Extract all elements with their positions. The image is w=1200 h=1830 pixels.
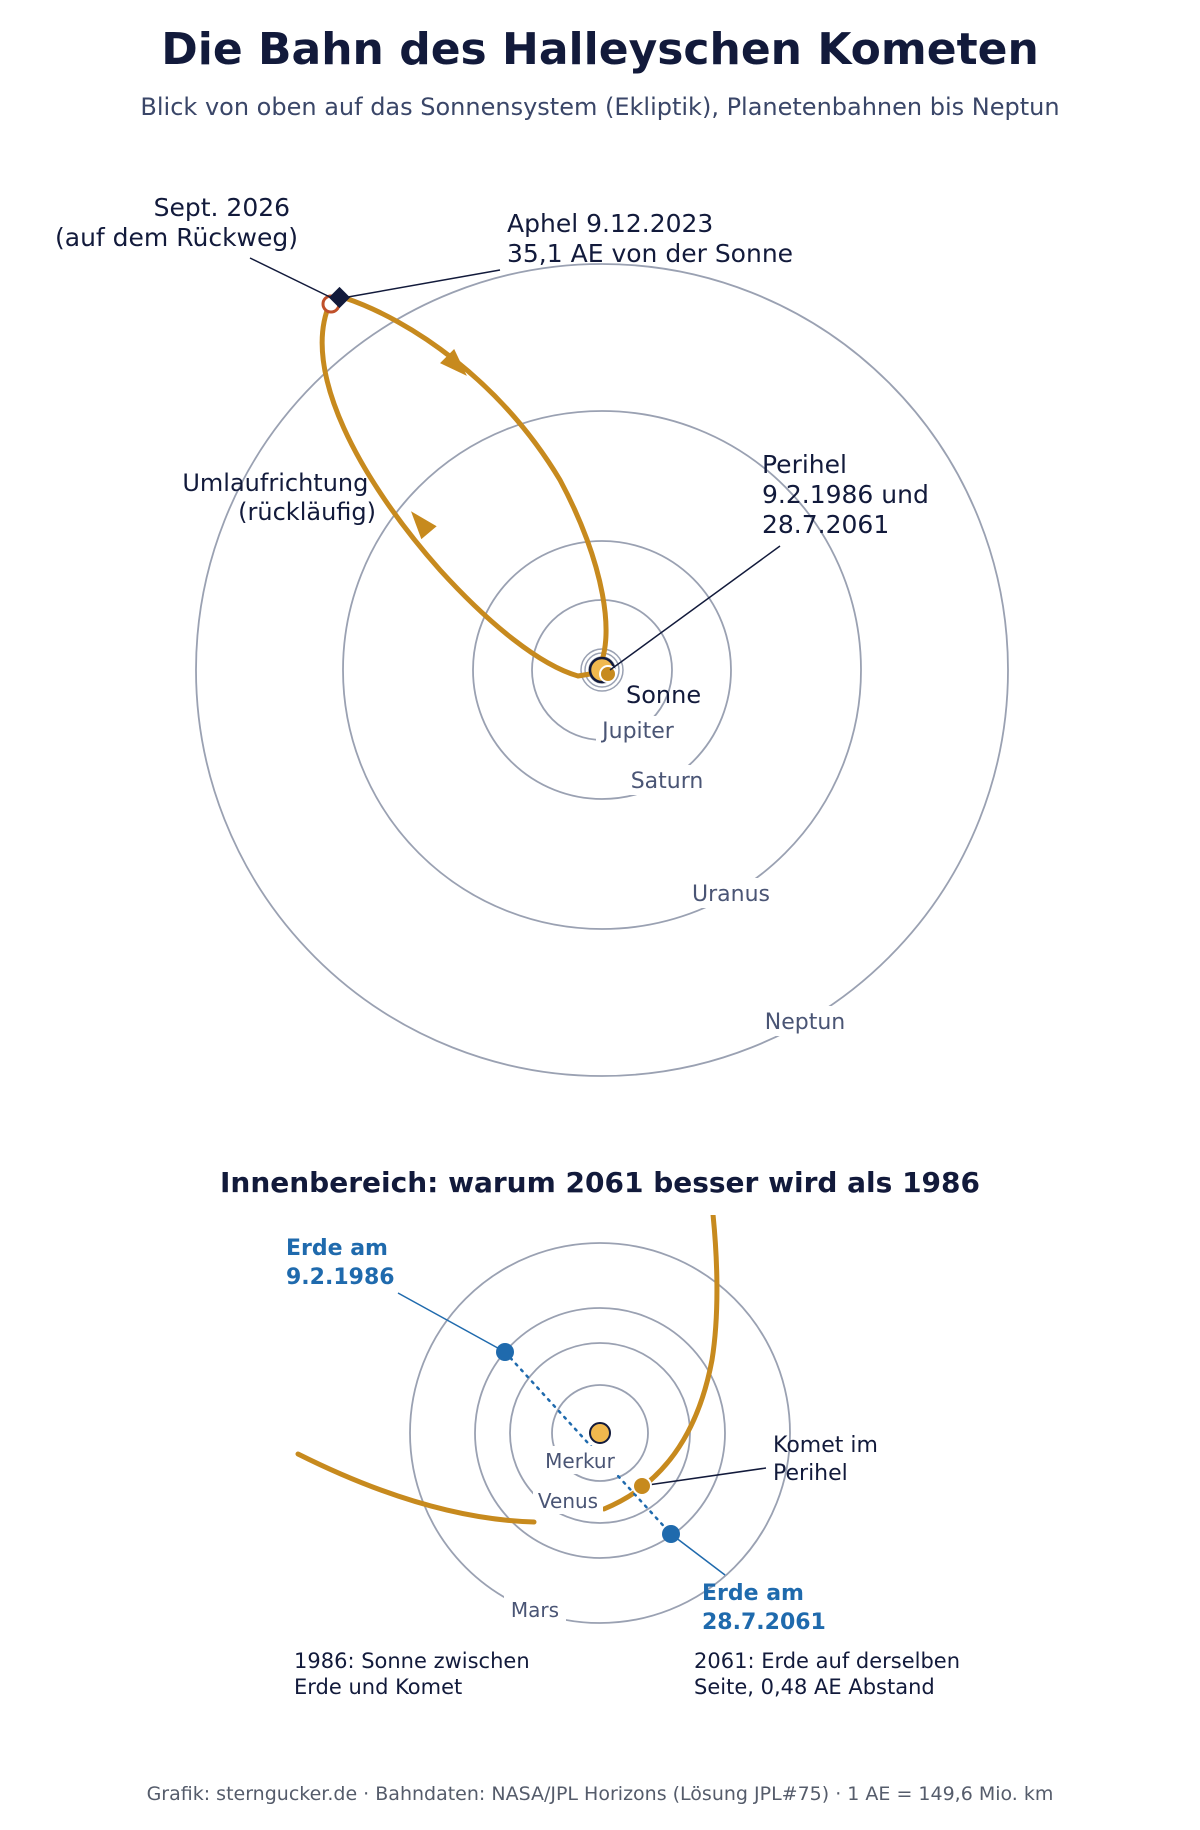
direction-label-line1: Umlaufrichtung [182,469,368,497]
planet-label-uranus: Uranus [692,882,770,907]
inner-comet-leader-line [640,1467,767,1487]
sept-label-line1: Sept. 2026 [154,193,290,222]
aphel-label: Aphel 9.12.2023 35,1 AE von der Sonne [507,209,793,268]
earth-1986-leader-line [397,1292,506,1353]
inner-comet-orbit-left [295,1451,537,1525]
inner-diagram: Merkur Venus Mars Erde am 9.2.1986 Erde … [286,1215,967,1699]
earth-2061-label: Erde am 28.7.2061 [702,1581,826,1635]
label-halo-saturn [624,765,710,795]
note-2061-line1: 2061: Erde auf derselben [694,1649,960,1673]
sept-leader-line [249,257,335,300]
perihel-label-line2: 9.2.1986 und [762,480,929,509]
outer-diagram: Jupiter Saturn Uranus Neptun Sonne Sept.… [55,193,1009,1077]
note-2061: 2061: Erde auf derselben Seite, 0,48 AE … [694,1649,967,1699]
direction-label: Umlaufrichtung (rückläufig) [182,469,376,526]
earth-1986-label-line1: Erde am [286,1236,388,1261]
earth-2061-leader-line [670,1533,726,1576]
label-halo-neptun [756,1006,856,1036]
footer-credit: Grafik: sterngucker.de · Bahndaten: NASA… [147,1783,1054,1805]
earth-1986-label-line2: 9.2.1986 [286,1265,395,1290]
sept-label-line2: (auf dem Rückweg) [55,223,298,252]
aphel-label-line1: Aphel 9.12.2023 [507,209,713,238]
earth-2061-label-line1: Erde am [702,1581,804,1606]
inner-planet-label-mars: Mars [511,1598,559,1622]
sept-2026-label: Sept. 2026 (auf dem Rückweg) [55,193,298,252]
note-1986-line1: 1986: Sonne zwischen [294,1649,530,1673]
sun-label: Sonne [626,681,701,709]
outer-orbit-rings [195,263,1009,1077]
inner-comet-marker [632,1476,652,1496]
direction-arrow-lower [411,511,437,540]
planet-label-neptun: Neptun [765,1010,845,1035]
aphel-label-line2: 35,1 AE von der Sonne [507,239,793,268]
label-halo-uranus [684,878,780,908]
perihel-label-line3: 28.7.2061 [762,510,889,539]
orbit-saturn [472,540,732,800]
direction-arrow-upper [440,349,467,376]
aphel-leader-line [347,269,501,298]
planet-label-jupiter: Jupiter [600,719,675,744]
earth-1986-label: Erde am 9.2.1986 [286,1236,396,1290]
inner-comet-label-line2: Perihel [773,1461,848,1486]
note-2061-line2: Seite, 0,48 AE Abstand [694,1675,935,1699]
inner-planet-label-venus: Venus [538,1489,598,1513]
planet-label-saturn: Saturn [631,769,704,794]
inner-orbit-merkur [551,1384,649,1482]
outer-planet-labels: Jupiter Saturn Uranus Neptun [596,716,856,1036]
page-title: Die Bahn des Halleyschen Kometen [161,24,1039,75]
comet-perihel-marker [599,665,617,683]
label-halo-jupiter [596,716,680,746]
orbit-mars [580,648,624,692]
inner-comet-label-line1: Komet im [773,1433,878,1458]
page-subtitle: Blick von oben auf das Sonnensystem (Ekl… [140,93,1059,121]
inner-orbit-erde [474,1307,726,1559]
earth-2061-label-line2: 28.7.2061 [702,1610,826,1635]
perihel-label: Perihel 9.2.1986 und 28.7.2061 [762,450,937,539]
inner-title: Innenbereich: warum 2061 besser wird als… [220,1166,980,1199]
earth-alignment-line [503,1350,672,1535]
inner-orbit-mars [409,1242,791,1624]
orbit-uranus [342,410,862,930]
perihel-leader-line [609,545,781,671]
note-1986-line2: Erde und Komet [294,1675,462,1699]
orbit-neptun [195,263,1009,1077]
inner-label-halo-mars [504,1595,566,1623]
earth-2061-marker [662,1525,680,1543]
inner-sun-icon [589,1422,611,1444]
inner-planet-label-merkur: Merkur [545,1449,615,1473]
note-1986: 1986: Sonne zwischen Erde und Komet [294,1649,536,1699]
direction-label-line2: (rückläufig) [238,498,376,526]
perihel-label-line1: Perihel [762,450,847,479]
earth-1986-marker [496,1343,514,1361]
inner-label-halo-venus [533,1486,603,1514]
inner-comet-label: Komet im Perihel [773,1433,885,1486]
inner-label-halo-merkur [539,1446,621,1474]
